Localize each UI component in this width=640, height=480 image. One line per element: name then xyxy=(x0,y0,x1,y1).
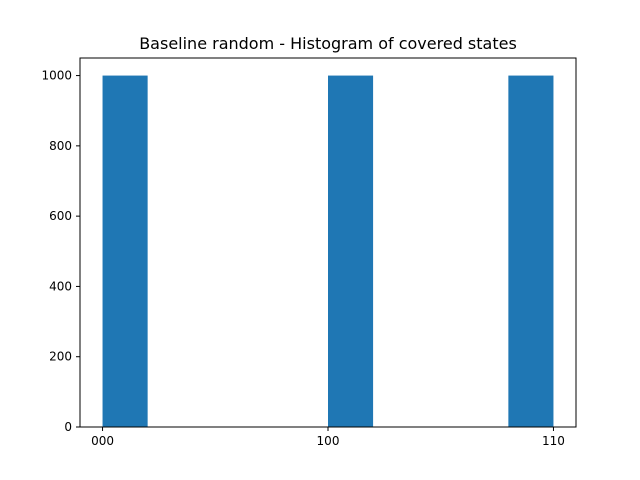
x-tick-label-1: 100 xyxy=(317,434,340,448)
x-axis-ticks: 000 100 110 xyxy=(91,427,565,448)
y-tick-label-2: 400 xyxy=(49,279,72,293)
chart-title: Baseline random - Histogram of covered s… xyxy=(139,34,517,53)
histogram-bar-1 xyxy=(328,75,374,428)
y-tick-label-5: 1000 xyxy=(41,69,72,83)
y-tick-label-0: 0 xyxy=(64,420,72,434)
y-tick-label-3: 600 xyxy=(49,209,72,223)
x-tick-label-0: 000 xyxy=(91,434,114,448)
histogram-bar-2 xyxy=(508,75,554,428)
y-axis-ticks: 0 200 400 600 800 1000 xyxy=(41,69,80,434)
bars-layer xyxy=(102,75,554,428)
x-tick-label-2: 110 xyxy=(542,434,565,448)
histogram-bar-0 xyxy=(102,75,148,428)
y-tick-label-1: 200 xyxy=(49,350,72,364)
y-tick-label-4: 800 xyxy=(49,139,72,153)
